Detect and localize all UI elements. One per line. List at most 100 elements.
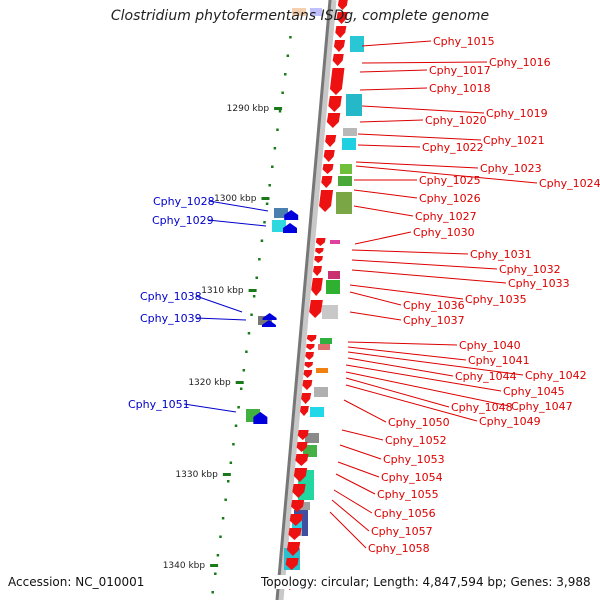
ruler-dot <box>258 258 261 261</box>
leader-line-minus <box>353 189 418 199</box>
gene-label-minus: Cphy_1017 <box>429 64 491 77</box>
gene-arrow-minus <box>319 190 334 212</box>
gene-arrow-minus <box>303 370 313 378</box>
gene-label-minus: Cphy_1030 <box>413 226 475 239</box>
ruler-dot <box>281 91 284 94</box>
map-title: Clostridium phytofermentans ISDg, comple… <box>110 8 490 24</box>
leader-line-plus <box>195 295 243 313</box>
ruler-dot <box>224 498 227 501</box>
leader-line-minus <box>343 399 387 423</box>
leader-line-minus <box>335 473 376 495</box>
leader-line-minus <box>359 119 424 123</box>
feature-block <box>343 128 357 136</box>
feature-block <box>258 316 272 325</box>
ruler-dot <box>276 128 279 131</box>
gene-arrow-minus <box>311 278 323 296</box>
gene-arrow-minus <box>309 300 323 318</box>
gene-arrow-minus <box>313 266 322 276</box>
genome-summary-text: Topology: circular; Length: 4,847,594 bp… <box>261 575 591 589</box>
leader-line-minus <box>355 165 538 184</box>
gene-arrow-minus <box>289 514 303 526</box>
gene-label-minus: Cphy_1018 <box>429 82 491 95</box>
feature-block <box>314 387 328 397</box>
leader-line-minus <box>357 133 482 141</box>
gene-label-minus: Cphy_1015 <box>433 35 495 48</box>
ruler-tick <box>274 107 283 110</box>
gene-arrow-minus <box>304 362 314 368</box>
leader-line-minus <box>347 346 467 361</box>
ruler-dot <box>286 54 290 57</box>
ruler-dot <box>278 110 282 113</box>
ruler-dot <box>237 406 240 409</box>
leader-line-plus <box>183 403 237 413</box>
gene-arrow-minus <box>333 40 346 52</box>
ruler-dot <box>239 387 243 390</box>
ruler-tick-label: 1290 kbp <box>227 104 270 114</box>
gene-label-minus: Cphy_1054 <box>381 471 443 484</box>
ruler-dot <box>260 239 264 242</box>
ruler-dot <box>289 36 292 39</box>
feature-block <box>318 344 330 350</box>
gene-arrow-minus <box>297 430 309 440</box>
axis-line <box>275 0 332 600</box>
ruler-dot <box>219 535 222 538</box>
gene-label-minus: Cphy_1050 <box>388 416 450 429</box>
gene-arrow-minus <box>299 406 309 416</box>
feature-block <box>292 518 302 536</box>
leader-line-minus <box>345 377 450 408</box>
gene-arrow-minus <box>293 468 308 482</box>
leader-line-minus <box>333 489 373 514</box>
feature-block <box>322 305 338 319</box>
gene-arrow-minus <box>288 528 302 540</box>
gene-arrow-plus <box>284 210 299 220</box>
leader-line-minus <box>361 61 488 64</box>
ruler-tick-label: 1320 kbp <box>188 378 231 388</box>
gene-label-minus: Cphy_1021 <box>483 134 545 147</box>
gene-arrow-minus <box>302 380 313 390</box>
ruler-tick <box>210 564 219 567</box>
ruler-dots <box>211 36 292 594</box>
accession-text: Accession: NC_010001 <box>8 575 145 589</box>
gene-arrow-minus <box>301 393 312 404</box>
gene-label-minus: Cphy_1024 <box>539 177 600 190</box>
gene-arrow-minus <box>335 26 347 38</box>
leader-line-minus <box>337 461 380 478</box>
gene-label-minus: Cphy_1058 <box>368 542 430 555</box>
leader-line-plus <box>208 200 269 212</box>
gene-label-minus: Cphy_1036 <box>403 299 465 312</box>
leader-line-minus <box>361 105 485 114</box>
leader-line-minus <box>349 291 402 306</box>
label-leader-lines <box>183 40 538 549</box>
leader-line-minus <box>361 40 432 47</box>
gene-label-minus: Cphy_1044 <box>455 370 517 383</box>
ruler-dot <box>250 313 253 316</box>
ruler-dot <box>232 443 235 446</box>
gene-label-minus: Cphy_1056 <box>374 507 436 520</box>
gene-label-minus: Cphy_1032 <box>499 263 561 276</box>
gene-label-minus: Cphy_1037 <box>403 314 465 327</box>
gene-label-minus: Cphy_1052 <box>385 434 447 447</box>
leader-line-minus <box>353 205 414 217</box>
gene-arrow-plus <box>282 223 297 233</box>
ruler-tick-label: 1340 kbp <box>163 561 206 571</box>
gene-arrow-plus <box>261 320 276 327</box>
ruler-dot <box>247 332 251 335</box>
feature-block <box>328 271 340 279</box>
gene-label-minus: Cphy_1048 <box>451 401 513 414</box>
gene-label-minus: Cphy_1040 <box>459 339 521 352</box>
gene-label-minus: Cphy_1042 <box>525 369 587 382</box>
leader-line-minus <box>349 284 464 300</box>
gene-arrow-minus <box>286 542 301 556</box>
feature-block <box>338 176 352 186</box>
feature-block <box>350 36 364 52</box>
gene-label-minus: Cphy_1057 <box>371 525 433 538</box>
feature-block <box>336 192 352 214</box>
ruler-tick-label: 1300 kbp <box>214 194 257 204</box>
gene-arrow-minus <box>285 558 299 570</box>
gene-arrow-plus <box>262 313 277 320</box>
feature-block <box>292 8 306 16</box>
gene-arrow-minus <box>295 454 309 466</box>
leader-line-minus <box>349 311 402 321</box>
gene-label-minus: Cphy_1053 <box>383 453 445 466</box>
